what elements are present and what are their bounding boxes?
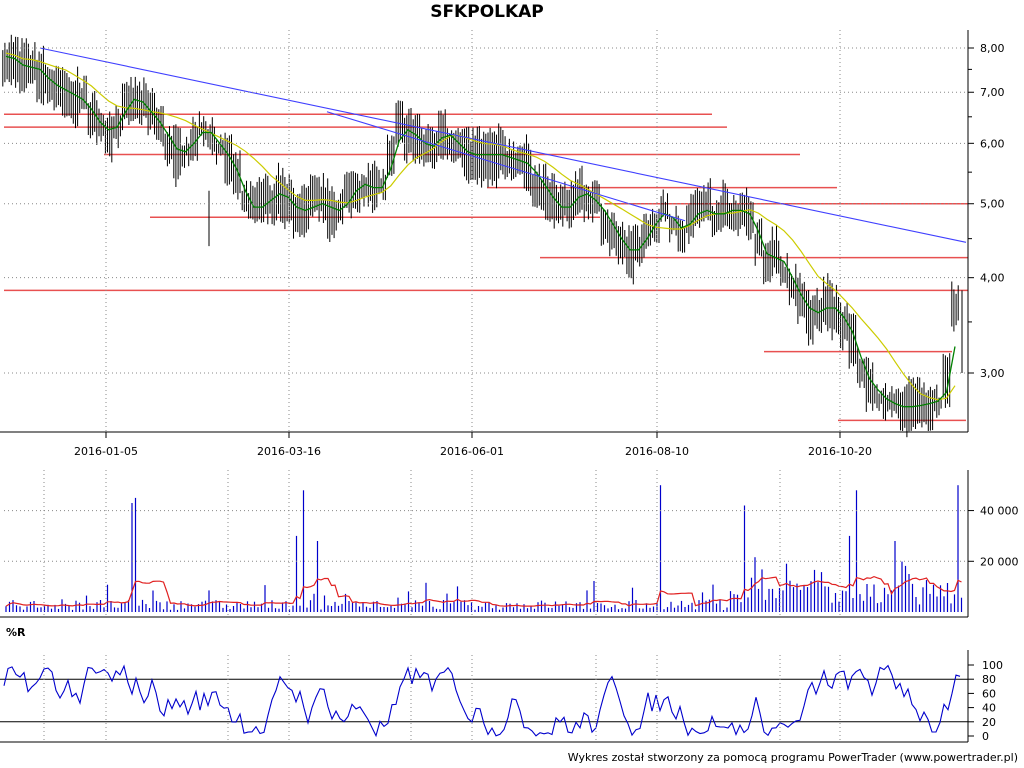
axes: 2016-01-05 2016-03-16 2016-06-01 2016-08-10… — [0, 30, 1019, 743]
volume-y-tick-label: 40 000 — [980, 505, 1019, 518]
x-tick-label: 2016-06-01 — [440, 445, 504, 458]
long-moving-average — [5, 52, 956, 401]
price-panel — [2, 34, 968, 438]
volume-moving-average — [5, 575, 962, 607]
williams-r-panel — [0, 664, 968, 738]
chart-title: SFKPOLKAP — [430, 2, 544, 22]
williams-r-line — [3, 664, 961, 738]
price-y-tick-label: 6,00 — [980, 137, 1005, 150]
price-y-tick-label: 8,00 — [980, 42, 1005, 55]
price-y-tick-label: 5,00 — [980, 198, 1005, 211]
footer-credit: Wykres został stworzony za pomocą progra… — [567, 751, 1018, 764]
wr-y-tick-label: 60 — [982, 687, 996, 700]
wr-y-tick-label: 100 — [982, 659, 1003, 672]
volume-y-tick-label: 20 000 — [980, 555, 1019, 568]
x-tick-label: 2016-01-05 — [74, 445, 138, 458]
price-y-tick-label: 4,00 — [980, 272, 1005, 285]
wr-y-tick-label: 80 — [982, 673, 996, 686]
x-tick-label: 2016-03-16 — [257, 445, 321, 458]
trendline — [326, 111, 686, 222]
wr-y-tick-label: 40 — [982, 702, 996, 715]
williams-r-label: %R — [6, 626, 26, 639]
volume-panel — [5, 485, 963, 612]
trendline — [39, 47, 967, 243]
x-tick-label: 2016-10-20 — [808, 445, 872, 458]
short-moving-average — [5, 55, 956, 408]
wr-y-tick-label: 0 — [982, 730, 989, 743]
x-tick-label: 2016-08-10 — [625, 445, 689, 458]
wr-y-tick-label: 20 — [982, 716, 996, 729]
price-y-tick-label: 3,00 — [980, 367, 1005, 380]
price-y-tick-label: 7,00 — [980, 86, 1005, 99]
